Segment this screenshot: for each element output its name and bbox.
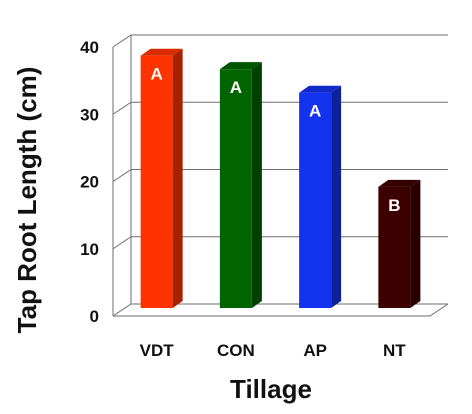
y-axis-title: Tap Root Length (cm) [12,67,42,334]
bar-data-label: A [309,102,321,121]
bar-ap: A [299,85,342,309]
bar-vdt: A [140,48,183,308]
bar-top [299,85,342,93]
y-tick-label: 20 [80,173,99,192]
y-tick-label: 10 [80,240,99,259]
x-category-label: VDT [140,341,175,360]
y-tick-label: 30 [80,105,99,124]
y-tick-label: 40 [80,38,99,57]
bar-nt: B [378,179,421,308]
y-tick-label: 0 [90,307,99,326]
chart-bars: A A A B [140,48,421,309]
x-category-label: CON [217,341,255,360]
bar-side [331,85,342,309]
bar-front [219,69,252,308]
x-category-label: AP [303,341,327,360]
bar-top [219,62,262,70]
bar-side [172,48,183,308]
x-axis-categories: VDT CON AP NT [140,341,407,360]
bar-top [378,179,421,187]
bar-data-label: A [230,78,242,97]
bar-front [299,92,332,309]
bar-front [140,55,173,308]
x-axis-title: Tillage [230,374,312,404]
bar-con: A [219,62,262,308]
y-axis-ticks: 0 10 20 30 40 [80,38,99,326]
bar-side [410,179,421,308]
bar-top [140,48,183,56]
chart-gridlines [112,34,449,317]
bar-data-label: B [388,196,400,215]
floor-edge [113,303,449,317]
x-category-label: NT [383,341,406,360]
bar-side [251,62,262,308]
gridline [112,34,448,48]
bar-front [378,186,411,308]
bar-data-label: A [150,65,162,84]
